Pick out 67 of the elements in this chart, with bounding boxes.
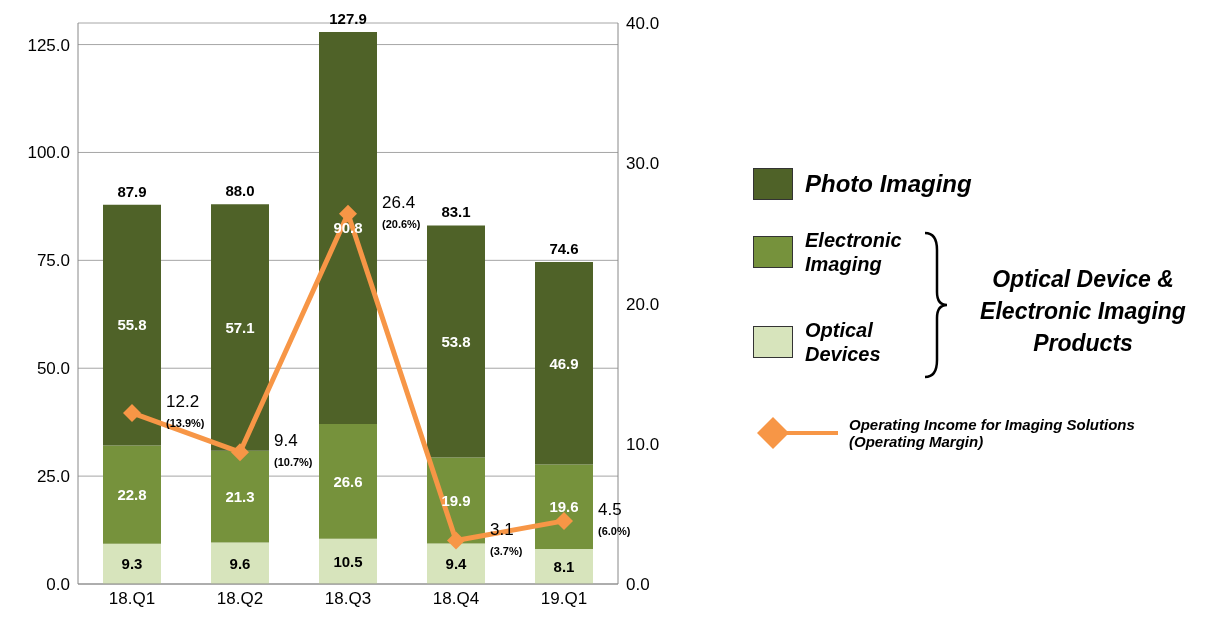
annotation: (10.7%) — [274, 456, 313, 469]
y2-tick-label: 30.0 — [626, 154, 660, 174]
y-tick-label: 75.0 — [36, 251, 70, 271]
data-label: 21.3 — [225, 487, 255, 505]
data-label: 26.6 — [333, 472, 363, 490]
bar — [319, 538, 377, 584]
data-label: 55.8 — [117, 316, 147, 334]
bar — [535, 464, 593, 550]
legend-label: Optical Devices — [805, 318, 882, 366]
total-label: 83.1 — [441, 203, 471, 221]
annotation: (3.7%) — [490, 544, 523, 557]
data-label: 12.2 — [166, 391, 200, 411]
y-tick-label: 100.0 — [27, 143, 70, 163]
total-label: 88.0 — [225, 182, 255, 200]
data-label: 46.9 — [549, 354, 579, 372]
x-tick-label: 19.Q1 — [540, 589, 588, 609]
text: Optical Device & Electronic Imaging Products — [979, 265, 1187, 359]
bar — [319, 32, 377, 424]
y2-tick-label: 20.0 — [626, 294, 660, 314]
point — [231, 443, 249, 462]
y-tick-label: 50.0 — [36, 359, 70, 379]
bar — [211, 204, 269, 451]
bar — [103, 445, 161, 544]
legend-label: Operating Income for Imaging Solutions (Operating Margin) — [849, 416, 1136, 450]
x-tick-label: 18.Q3 — [324, 589, 372, 609]
bar — [319, 423, 377, 539]
y-tick-label: 25.0 — [36, 467, 70, 487]
y2-tick-label: 10.0 — [626, 434, 660, 454]
bar — [427, 543, 485, 584]
y-tick-label: 125.0 — [27, 35, 70, 55]
y-tick-label: 0.0 — [46, 575, 70, 595]
data-label: 57.1 — [225, 318, 255, 336]
data-label: 26.4 — [382, 192, 416, 212]
point — [555, 511, 573, 530]
total-label: 127.9 — [329, 10, 367, 28]
y2-tick-label: 40.0 — [626, 14, 660, 34]
total-label: 74.6 — [549, 240, 579, 258]
point — [447, 531, 465, 550]
legend-label: Electronic Imaging — [805, 228, 903, 276]
bar — [535, 549, 593, 584]
annotation: (13.9%) — [166, 416, 205, 429]
data-label: 9.4 — [274, 431, 298, 451]
data-label: 19.6 — [549, 498, 579, 516]
x-tick-label: 18.Q1 — [108, 589, 156, 609]
data-label: 4.5 — [598, 499, 622, 519]
data-label: 8.1 — [553, 557, 575, 575]
bar — [535, 262, 593, 465]
legend-label: Photo Imaging — [805, 169, 973, 199]
bar — [103, 204, 161, 446]
bar — [211, 450, 269, 543]
data-label: 9.3 — [121, 555, 143, 573]
bar — [211, 542, 269, 584]
y2-tick-label: 0.0 — [626, 575, 650, 595]
x-tick-label: 18.Q2 — [216, 589, 264, 609]
x-tick-label: 18.Q4 — [432, 589, 480, 609]
data-label: 10.5 — [333, 552, 363, 570]
bar — [103, 543, 161, 584]
data-label: 9.6 — [229, 554, 251, 572]
data-label: 22.8 — [117, 486, 147, 503]
annotation: (6.0%) — [598, 524, 631, 537]
total-label: 87.9 — [117, 182, 147, 200]
data-label: 9.4 — [445, 555, 468, 573]
data-label: 53.8 — [441, 332, 471, 350]
point — [123, 403, 141, 422]
bar — [427, 225, 485, 458]
annotation: (20.6%) — [382, 217, 421, 230]
point — [339, 204, 357, 223]
